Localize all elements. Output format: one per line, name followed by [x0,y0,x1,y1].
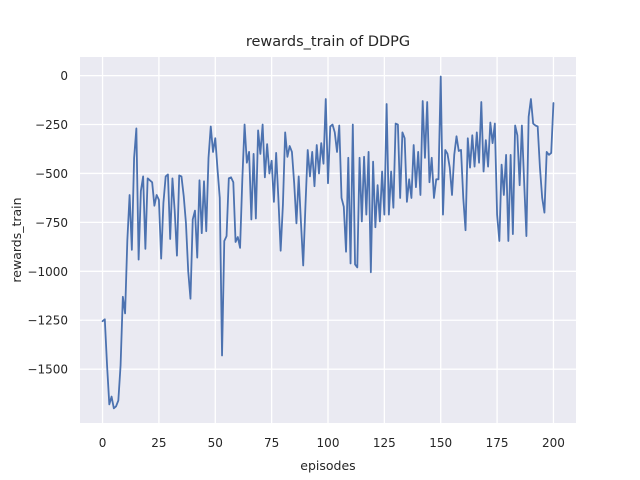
y-tick-label: −1500 [27,363,68,377]
y-tick-label: −250 [35,118,68,132]
x-tick-label: 50 [208,436,223,450]
x-tick-label: 0 [99,436,107,450]
y-tick-label: −500 [35,167,68,181]
y-tick-labels: 0 −250 −500 −750 −1000 −1250 −1500 [27,69,68,377]
x-tick-labels: 0 25 50 75 100 125 150 175 200 [99,436,565,450]
series-line [101,75,555,410]
x-tick-label: 125 [373,436,396,450]
x-tick-label: 175 [486,436,509,450]
x-tick-label: 25 [151,436,166,450]
y-axis-label: rewards_train [9,197,24,282]
chart-title: rewards_train of DDPG [246,34,410,50]
x-axis-label: episodes [300,458,355,473]
y-tick-label: −750 [35,216,68,230]
x-tick-label: 100 [317,436,340,450]
x-tick-label: 200 [542,436,565,450]
y-tick-label: −1250 [27,314,68,328]
x-tick-label: 150 [429,436,452,450]
y-tick-label: −1000 [27,265,68,279]
y-tick-label: 0 [60,69,68,83]
x-tick-label: 75 [264,436,279,450]
